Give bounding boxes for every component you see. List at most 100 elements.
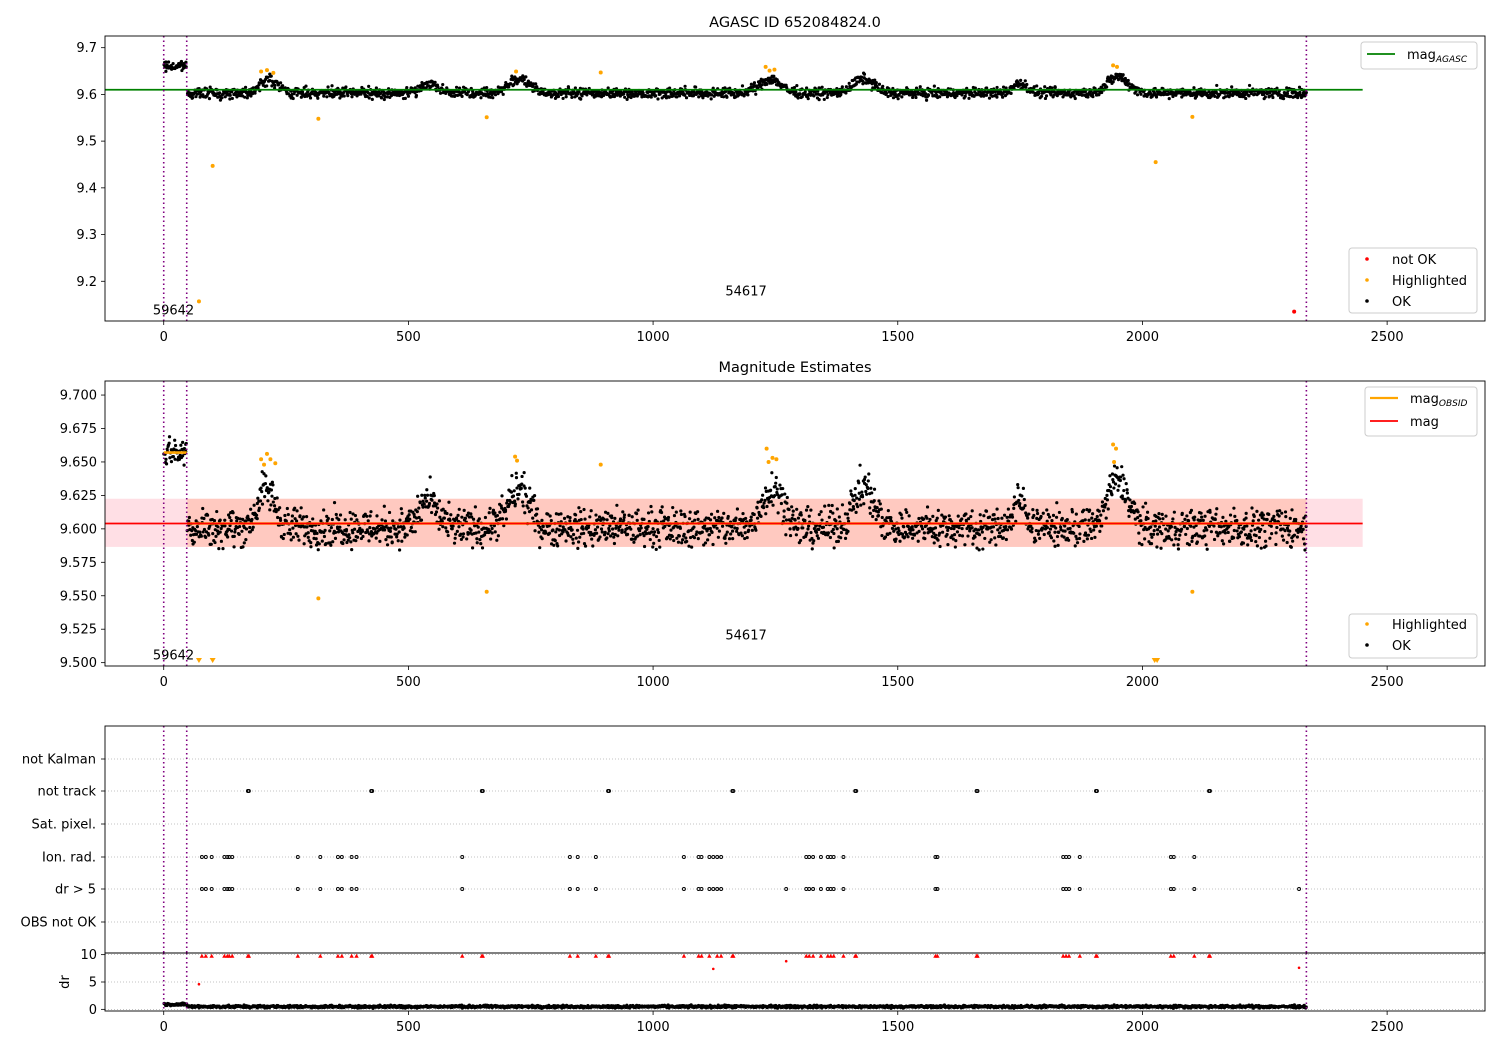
ok-point	[216, 525, 219, 528]
ok-point	[1167, 529, 1170, 532]
ok-point	[1249, 536, 1252, 539]
ok-point	[238, 525, 241, 528]
ok-point	[457, 525, 460, 528]
ok-point	[995, 86, 998, 89]
ok-point	[718, 530, 721, 533]
ok-point	[635, 512, 638, 515]
ok-point	[1091, 512, 1094, 515]
ok-point	[708, 533, 711, 536]
ok-point	[613, 517, 616, 520]
y-tick-label: 9.6	[76, 88, 97, 103]
ok-point	[1199, 512, 1202, 515]
y-tick-label: 9.700	[60, 389, 97, 404]
ok-point	[1161, 513, 1164, 516]
ok-point	[971, 526, 974, 529]
ok-point	[794, 518, 797, 521]
ok-point	[688, 517, 691, 520]
ok-point	[809, 531, 812, 534]
ok-point	[168, 435, 171, 438]
ok-point	[1122, 73, 1125, 76]
ok-point	[717, 536, 720, 539]
ok-point	[441, 525, 444, 528]
ok-point	[1203, 534, 1206, 537]
x-tick-label: 500	[396, 675, 421, 690]
ok-point	[211, 532, 214, 535]
ok-point	[1278, 509, 1281, 512]
ok-point	[1286, 541, 1289, 544]
ok-point	[1159, 547, 1162, 550]
ok-point	[588, 515, 591, 518]
ok-point	[574, 513, 577, 516]
ok-point	[1078, 537, 1081, 540]
ok-point	[368, 526, 371, 529]
ok-point	[897, 529, 900, 532]
ok-point	[243, 96, 246, 99]
ok-point	[1174, 533, 1177, 536]
ok-point	[1023, 498, 1026, 501]
ok-point	[1186, 527, 1189, 530]
ok-point	[298, 514, 301, 517]
ok-point	[343, 94, 346, 97]
ok-point	[1130, 505, 1133, 508]
ok-point	[911, 537, 914, 540]
ok-point	[969, 515, 972, 518]
ok-point	[827, 531, 830, 534]
ok-point	[491, 531, 494, 534]
ok-point	[1266, 518, 1269, 521]
ok-point	[722, 512, 725, 515]
ok-point	[570, 96, 573, 99]
ok-point	[354, 539, 357, 542]
ok-point	[1274, 531, 1277, 534]
ok-point	[784, 533, 787, 536]
ok-point	[631, 538, 634, 541]
ok-point	[642, 518, 645, 521]
ok-point	[616, 534, 619, 537]
ok-point	[1025, 83, 1028, 86]
ok-point	[563, 517, 566, 520]
ok-point	[527, 506, 530, 509]
ok-point	[289, 532, 292, 535]
highlighted-clipped-marker	[196, 658, 202, 663]
ok-point	[454, 537, 457, 540]
ok-point	[675, 537, 678, 540]
ok-point	[1222, 542, 1225, 545]
ok-point	[1078, 532, 1081, 535]
ok-point	[750, 83, 753, 86]
ok-point	[652, 533, 655, 536]
ok-point	[690, 545, 693, 548]
y-tick-label: 9.7	[76, 41, 97, 56]
ok-point	[530, 508, 533, 511]
ok-point	[416, 510, 419, 513]
ok-point	[474, 531, 477, 534]
ok-point	[879, 502, 882, 505]
ok-point	[1037, 533, 1040, 536]
ok-point	[1116, 466, 1119, 469]
ok-point	[1005, 538, 1008, 541]
ok-point	[399, 525, 402, 528]
ok-point	[672, 539, 675, 542]
ok-point	[491, 96, 494, 99]
ok-point	[1249, 529, 1252, 532]
ok-point	[1252, 519, 1255, 522]
ok-point	[515, 472, 518, 475]
legend-swatch	[1365, 257, 1369, 261]
ok-point	[993, 513, 996, 516]
highlighted-point	[1190, 590, 1194, 594]
ok-point	[1244, 533, 1247, 536]
ok-point	[347, 533, 350, 536]
ok-point	[692, 526, 695, 529]
highlighted-point	[316, 596, 320, 600]
ok-point	[841, 503, 844, 506]
ok-point	[180, 60, 183, 63]
ok-point	[231, 97, 234, 100]
ok-point	[407, 95, 410, 98]
ok-point	[383, 528, 386, 531]
ok-point	[990, 530, 993, 533]
ok-point	[220, 96, 223, 99]
ok-point	[795, 533, 798, 536]
ok-point	[408, 91, 411, 94]
ok-point	[261, 503, 264, 506]
ok-point	[291, 527, 294, 530]
ok-point	[418, 516, 421, 519]
legend-label: Highlighted	[1392, 274, 1467, 289]
